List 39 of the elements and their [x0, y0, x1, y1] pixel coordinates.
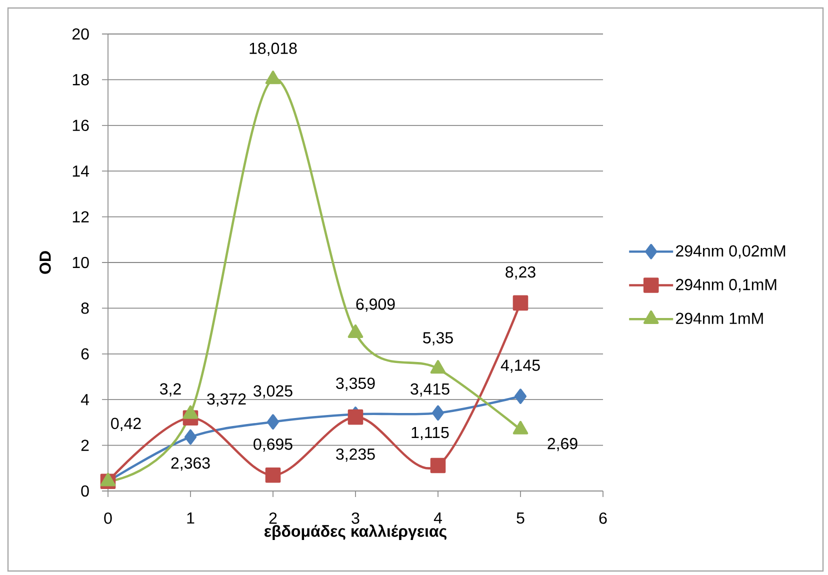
y-tick-label: 4 — [80, 394, 90, 406]
y-tick-label: 12 — [72, 211, 89, 222]
y-tick-label: 6 — [81, 348, 89, 360]
y-tick-label: 14 — [72, 166, 90, 177]
y-tick-label: 18 — [72, 74, 89, 86]
data-label: 0,695 — [254, 438, 292, 452]
x-tick-label: 5 — [516, 512, 524, 524]
data-label: 3,372 — [207, 393, 246, 407]
x-tick-label: 0 — [104, 512, 112, 524]
data-label: 3,2 — [160, 383, 181, 396]
data-label: 0,42 — [111, 418, 141, 432]
data-label: 3,235 — [336, 448, 375, 462]
data-label: 5,35 — [423, 332, 453, 346]
x-tick-label: 3 — [352, 512, 360, 524]
y-tick-label: 0 — [81, 485, 89, 497]
x-tick-label: 2 — [269, 512, 277, 524]
data-label: 4,145 — [500, 360, 540, 373]
y-tick-label: 8 — [81, 302, 89, 314]
data-label: 3,025 — [254, 385, 292, 398]
data-label: 18,018 — [250, 42, 297, 56]
y-tick-label: 20 — [72, 28, 89, 40]
x-tick-label: 6 — [599, 512, 607, 524]
y-tick-label: 10 — [72, 256, 89, 268]
legend-label: 294nm 1mM — [676, 312, 763, 324]
legend-label: 294nm 0,02mM — [676, 245, 786, 258]
data-label: 6,909 — [356, 298, 395, 312]
y-tick-label: 2 — [81, 440, 89, 451]
data-label: 2,69 — [548, 438, 578, 452]
data-label: 3,415 — [410, 383, 450, 397]
data-label: 2,363 — [171, 457, 210, 471]
y-tick-label: 16 — [72, 120, 89, 132]
legend-label: 294nm 0,1mM — [676, 278, 776, 292]
y-axis-title: OD — [40, 251, 51, 274]
data-label: 3,359 — [336, 378, 375, 391]
x-tick-label: 1 — [187, 512, 194, 524]
x-axis-title: εβδομάδες καλλιέργειας — [264, 524, 446, 540]
data-label: 8,23 — [506, 266, 536, 280]
data-label: 1,115 — [412, 426, 449, 440]
x-tick-label: 4 — [434, 512, 442, 524]
